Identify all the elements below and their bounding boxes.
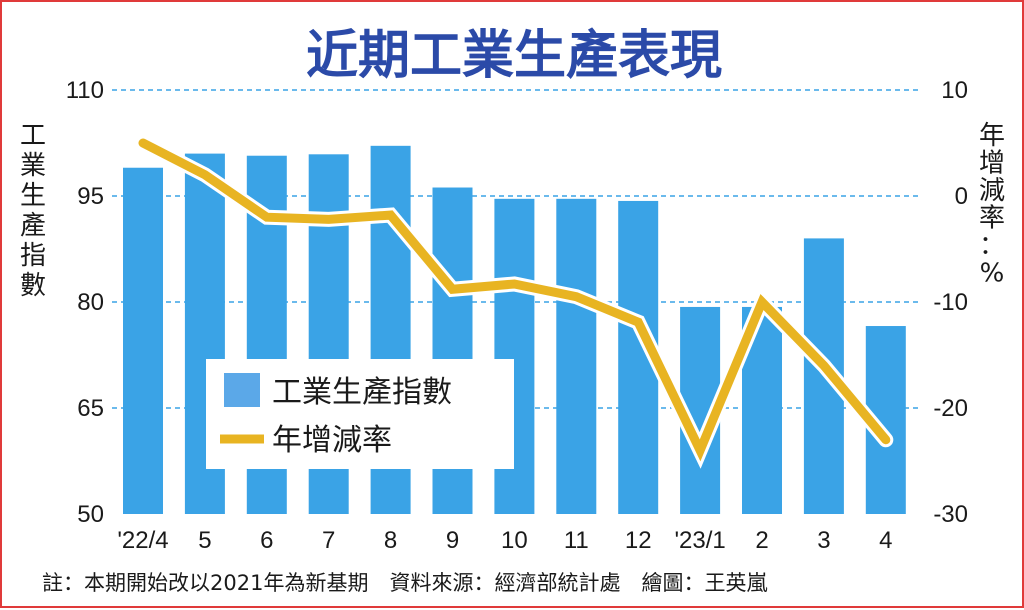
- x-tick-label: 2: [755, 527, 768, 554]
- bar: [123, 167, 163, 514]
- x-tick-label: 10: [501, 527, 528, 554]
- left-tick-label: 80: [77, 289, 104, 316]
- legend-line-label: 年增減率: [272, 423, 392, 458]
- left-tick-label: 65: [77, 395, 104, 422]
- x-tick-label: 6: [260, 527, 273, 554]
- line-series-path: [138, 138, 891, 462]
- axis-label-char: 工: [20, 121, 46, 151]
- left-tick-label: 110: [66, 77, 104, 104]
- x-tick-label: 4: [879, 527, 892, 554]
- axis-label-char: 減: [979, 176, 1005, 206]
- x-tick-label: 11: [564, 527, 589, 554]
- axis-label-char: 指: [20, 241, 46, 271]
- right-axis-ticks: -30 -20 -10 0 10: [933, 77, 968, 528]
- x-tick-label: 9: [446, 527, 459, 554]
- right-tick-label: -20: [933, 395, 968, 422]
- right-tick-label: -30: [933, 501, 968, 528]
- legend-bar-swatch: [224, 373, 260, 407]
- line-series: [135, 135, 894, 469]
- x-tick-label: 5: [198, 527, 211, 554]
- left-tick-label: 95: [77, 183, 104, 210]
- x-tick-label: 7: [322, 527, 335, 554]
- right-tick-label: -10: [933, 289, 968, 316]
- x-tick-label: 3: [817, 527, 830, 554]
- x-axis-ticks: '22/4 5 6 7 8 9 10 11 12 '23/1 2 3 4: [117, 527, 892, 554]
- x-tick-label: '23/1: [674, 527, 725, 554]
- axis-label-char: %: [980, 259, 1005, 289]
- axis-label-char: ：: [979, 231, 1005, 261]
- footnote: 註：本期開始改以2021年為新基期 資料來源：經濟部統計處 繪圖：王英嵐: [42, 571, 767, 595]
- axis-label-char: 增: [979, 149, 1005, 179]
- axis-label-char: 年: [979, 121, 1005, 151]
- bar: [556, 198, 597, 514]
- left-axis-ticks: 50 65 80 95 110: [66, 77, 104, 528]
- right-tick-label: 10: [941, 77, 968, 104]
- x-tick-label: 12: [625, 527, 652, 554]
- right-axis-label: 年增減率：%: [979, 121, 1005, 289]
- x-tick-label: 8: [384, 527, 397, 554]
- axis-label-char: 產: [20, 211, 46, 241]
- left-axis-label: 工業生產指數: [20, 121, 46, 301]
- legend-bar-label: 工業生產指數: [272, 375, 452, 410]
- chart-title: 近期工業生產表現: [306, 26, 722, 86]
- x-tick-label: '22/4: [117, 527, 168, 554]
- axis-label-char: 數: [20, 271, 46, 301]
- left-tick-label: 50: [77, 501, 104, 528]
- right-tick-label: 0: [955, 183, 968, 210]
- axis-label-char: 業: [20, 151, 46, 181]
- axis-label-char: 生: [20, 181, 46, 211]
- axis-label-char: 率: [979, 204, 1005, 234]
- legend: 工業生產指數 年增減率: [206, 359, 514, 469]
